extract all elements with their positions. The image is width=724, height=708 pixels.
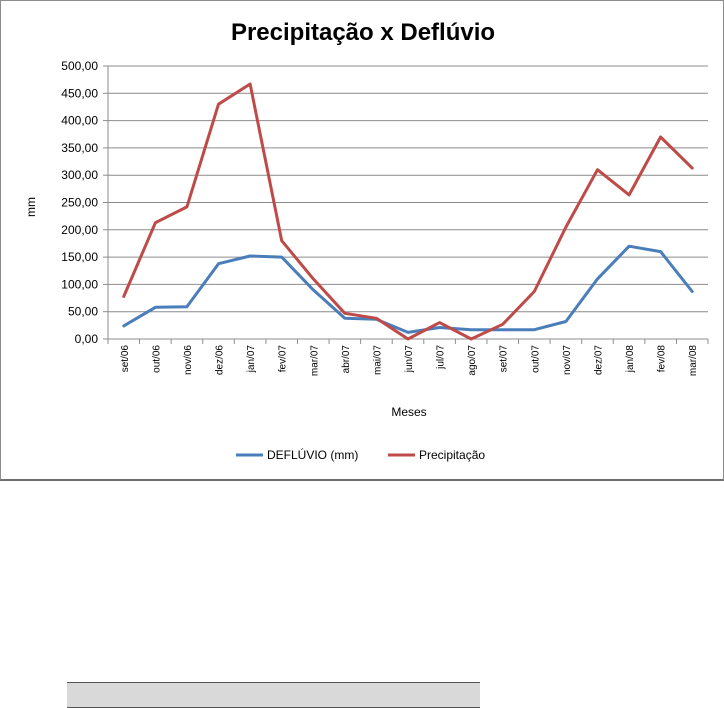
- x-tick-label: dez/07: [593, 345, 604, 375]
- series-layer: [122, 82, 694, 341]
- x-tick-label: fev/07: [278, 345, 289, 373]
- grid-layer: [108, 65, 708, 313]
- y-tick-label: 350,00: [61, 141, 98, 155]
- axis-layer: [103, 65, 709, 344]
- y-tick-label: 100,00: [61, 277, 98, 291]
- legend: DEFLÚVIO (mm) Precipitação: [236, 447, 485, 462]
- y-tick-label: 300,00: [61, 168, 98, 182]
- y-tick-label: 0,00: [75, 332, 99, 346]
- x-tick-label: dez/06: [215, 345, 226, 375]
- y-tick-label: 400,00: [61, 114, 98, 128]
- x-tick-label: out/07: [530, 345, 541, 373]
- x-tick-label: jan/08: [625, 345, 636, 374]
- legend-label-precipitacao: Precipitação: [419, 448, 485, 462]
- x-tick-labels: set/06 out/06 nov/06 dez/06 jan/07 fev/07 mar/…: [120, 345, 699, 377]
- x-tick-label: nov/06: [183, 345, 194, 375]
- x-tick-label: nov/07: [562, 345, 573, 375]
- chart-svg: Precipitação x Deflúvio 0,00 50,00 100,00 1…: [24, 19, 709, 462]
- x-tick-label: ago/07: [467, 345, 478, 376]
- y-axis-label: mm: [24, 197, 38, 217]
- legend-label-defluvio: DEFLÚVIO (mm): [267, 447, 358, 462]
- x-tick-label: out/06: [151, 345, 162, 373]
- y-tick-labels: 0,00 50,00 100,00 150,00 200,00 250,00 300,00 3…: [61, 59, 98, 346]
- x-tick-label: set/06: [120, 345, 131, 373]
- y-tick-label: 200,00: [61, 223, 98, 237]
- chart-frame: Precipitação x Deflúvio 0,00 50,00 100,00 1…: [0, 0, 724, 481]
- y-tick-label: 50,00: [68, 305, 98, 319]
- table-header-bar: [67, 682, 480, 708]
- x-tick-label: fev/08: [657, 345, 668, 373]
- x-tick-label: jan/07: [246, 345, 257, 374]
- x-tick-label: jun/07: [404, 345, 415, 374]
- chart-title: Precipitação x Deflúvio: [231, 19, 495, 46]
- x-tick-label: abr/07: [341, 345, 352, 374]
- x-tick-label: set/07: [499, 345, 510, 373]
- series-line-defluvio: [122, 244, 694, 334]
- y-tick-label: 450,00: [61, 86, 98, 100]
- x-tick-label: jul/07: [436, 345, 447, 370]
- y-tick-label: 500,00: [61, 59, 98, 73]
- x-tick-label: mai/07: [372, 345, 383, 375]
- series-line-precipitacao: [122, 82, 694, 341]
- x-tick-label: mar/07: [309, 345, 320, 377]
- y-tick-label: 150,00: [61, 250, 98, 264]
- y-tick-label: 250,00: [61, 196, 98, 210]
- x-axis-label: Meses: [391, 405, 426, 419]
- x-tick-label: mar/08: [688, 345, 699, 377]
